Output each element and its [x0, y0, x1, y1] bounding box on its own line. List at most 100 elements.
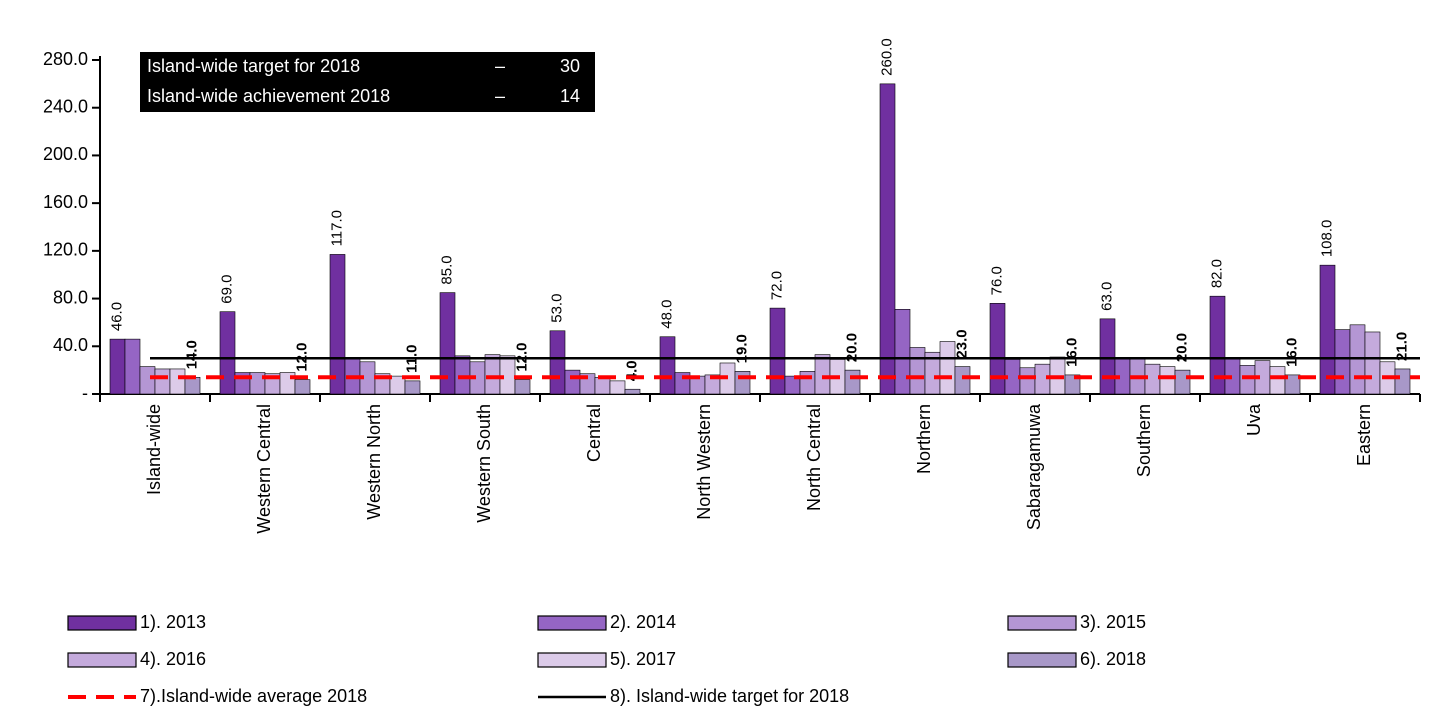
x-tick-label: North Western	[694, 404, 714, 520]
bar	[1284, 374, 1301, 395]
bar	[514, 379, 531, 395]
value-label: 85.0	[438, 255, 455, 284]
bar	[499, 355, 516, 395]
x-tick-label: Western South	[474, 404, 494, 523]
bar	[894, 309, 911, 395]
x-tick-label: Southern	[1134, 404, 1154, 477]
y-tick-label: 240.0	[43, 96, 88, 116]
y-tick-label: 200.0	[43, 144, 88, 164]
bar	[609, 380, 626, 395]
bar	[169, 368, 186, 395]
legend-label: 2). 2014	[610, 612, 676, 632]
legend-swatch	[537, 652, 607, 668]
legend-swatch	[1007, 652, 1077, 668]
bar	[439, 292, 456, 395]
info-text: 14	[560, 86, 580, 106]
bar	[1364, 331, 1381, 395]
bar	[844, 369, 861, 395]
x-tick-label: Western Central	[254, 404, 274, 534]
value-label: 21.0	[1393, 332, 1410, 361]
bar	[814, 354, 831, 395]
legend-label: 7).Island-wide average 2018	[140, 686, 367, 706]
legend-label: 3). 2015	[1080, 612, 1146, 632]
bar	[909, 347, 926, 395]
bar	[549, 330, 566, 395]
x-tick-label: Eastern	[1354, 404, 1374, 466]
bar	[1319, 264, 1336, 395]
bar	[1239, 365, 1256, 395]
bar	[1099, 318, 1116, 395]
info-text: 30	[560, 56, 580, 76]
value-label: 69.0	[218, 274, 235, 303]
bar	[989, 303, 1006, 395]
value-label: 63.0	[1098, 282, 1115, 311]
bar	[184, 376, 201, 395]
legend-label: 1). 2013	[140, 612, 206, 632]
legend-label: 6). 2018	[1080, 649, 1146, 669]
value-label: 260.0	[878, 38, 895, 76]
value-label: 53.0	[548, 294, 565, 323]
x-tick-label: Northern	[914, 404, 934, 474]
bar	[799, 371, 816, 395]
x-tick-label: Central	[584, 404, 604, 462]
bar	[769, 307, 786, 395]
bar	[879, 83, 896, 395]
bar	[1269, 366, 1286, 395]
value-label: 108.0	[1318, 220, 1335, 258]
bar	[659, 336, 676, 395]
y-tick-label: 80.0	[53, 287, 88, 307]
x-tick-label: Island-wide	[144, 404, 164, 495]
value-label: 19.0	[733, 334, 750, 363]
bar	[1159, 366, 1176, 395]
bar	[124, 338, 141, 395]
x-tick-label: Uva	[1244, 403, 1264, 436]
value-label: 117.0	[328, 210, 345, 246]
legend-swatch	[537, 615, 607, 631]
value-label: 14.0	[183, 340, 200, 369]
value-label: 16.0	[1063, 338, 1080, 367]
bar	[154, 368, 171, 395]
bar	[594, 376, 611, 395]
value-label: 23.0	[953, 329, 970, 358]
bar	[454, 355, 471, 395]
legend-swatch	[67, 615, 137, 631]
bar	[139, 366, 156, 395]
y-tick-label: 160.0	[43, 192, 88, 212]
bar	[1019, 367, 1036, 395]
y-tick-label: 280.0	[43, 49, 88, 69]
bar	[1334, 329, 1351, 395]
bar	[1174, 369, 1191, 395]
legend-label: 8). Island-wide target for 2018	[610, 686, 849, 706]
bar	[624, 388, 641, 395]
bar	[329, 254, 346, 395]
value-label: 76.0	[988, 266, 1005, 295]
bar	[484, 354, 501, 395]
x-tick-label: North Central	[804, 404, 824, 511]
y-tick-label: 120.0	[43, 240, 88, 260]
info-text: –	[495, 56, 505, 76]
bar	[1209, 295, 1226, 395]
legend-swatch	[1007, 615, 1077, 631]
y-tick-label: -	[82, 383, 88, 403]
value-label: 20.0	[843, 333, 860, 362]
info-text: Island-wide target for 2018	[147, 56, 360, 76]
value-label: 46.0	[108, 302, 125, 331]
x-tick-label: Western North	[364, 404, 384, 520]
legend-label: 5). 2017	[610, 649, 676, 669]
bar	[1064, 374, 1081, 395]
value-label: 20.0	[1173, 333, 1190, 362]
bar	[294, 379, 311, 395]
bar	[219, 311, 236, 395]
y-tick-label: 40.0	[53, 335, 88, 355]
legend-swatch	[67, 652, 137, 668]
legend-label: 4). 2016	[140, 649, 206, 669]
bar	[1394, 368, 1411, 395]
info-box	[140, 52, 595, 112]
bar	[954, 366, 971, 395]
info-text: Island-wide achievement 2018	[147, 86, 390, 106]
value-label: 48.0	[658, 300, 675, 329]
bar	[564, 369, 581, 395]
value-label: 16.0	[1283, 338, 1300, 367]
value-label: 82.0	[1208, 259, 1225, 288]
bar	[109, 338, 126, 395]
